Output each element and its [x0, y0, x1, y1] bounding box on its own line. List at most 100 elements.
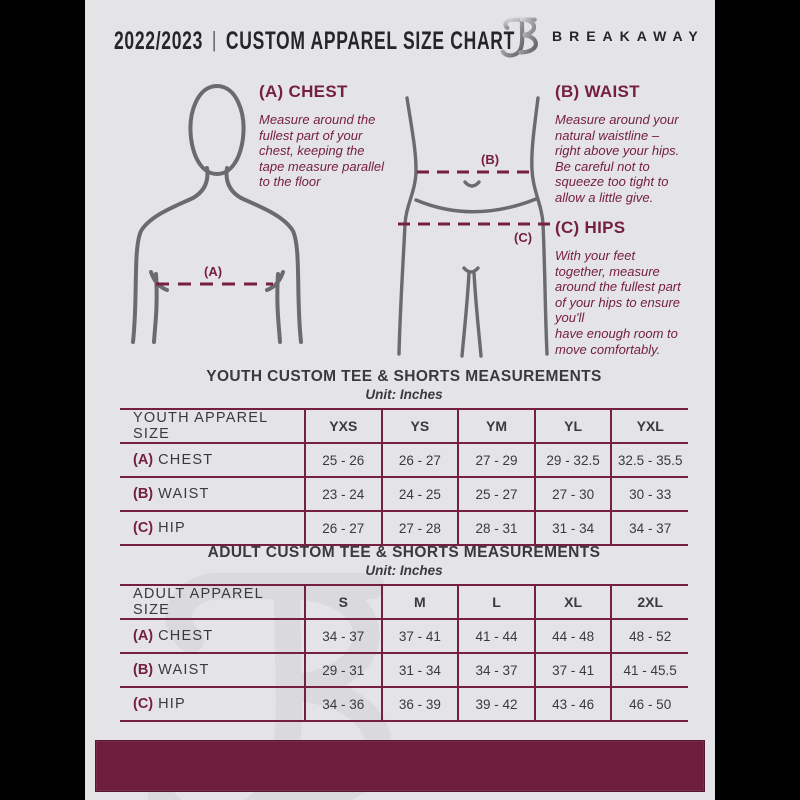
- measurement-value-cell: 43 - 46: [533, 687, 612, 722]
- row-key: (B): [133, 486, 154, 502]
- row-key: (C): [133, 520, 154, 536]
- hips-figure: (B) (C): [397, 96, 552, 358]
- table-header-row: ADULT APPAREL SIZE S M L XL 2XL: [120, 584, 688, 620]
- row-key: (B): [133, 662, 154, 678]
- chest-guide-body: Measure around the fullest part of your …: [259, 112, 385, 190]
- row-key: (C): [133, 696, 154, 712]
- size-label-header: ADULT APPAREL SIZE: [120, 584, 305, 620]
- row-key: (A): [133, 452, 154, 468]
- measurement-value-cell: 34 - 37: [304, 619, 382, 654]
- measurement-value-cell: 29 - 31: [304, 653, 382, 688]
- measurement-row-label: (B) WAIST: [120, 653, 305, 688]
- table-row: (C) HIP 26 - 27 27 - 28 28 - 31 31 - 34 34 - 3…: [120, 511, 688, 546]
- hip-line-label: (C): [514, 230, 532, 245]
- measurement-value-cell: 34 - 37: [457, 653, 535, 688]
- navel-mark: [463, 180, 481, 188]
- table-row: (C) HIP 34 - 36 36 - 39 39 - 42 43 - 46 46 - 5…: [120, 687, 688, 722]
- hips-guide-heading: (C) HIPS: [555, 218, 626, 237]
- chest-guide-heading: (A) CHEST: [259, 82, 348, 101]
- pant-line: [414, 197, 538, 214]
- measurement-value-cell: 26 - 27: [304, 511, 382, 546]
- breakaway-b-logo-icon: [500, 17, 538, 58]
- left-hip-outline: [397, 96, 418, 356]
- measurement-row-label: (A) CHEST: [120, 619, 305, 654]
- measurement-value-cell: 41 - 45.5: [610, 653, 688, 688]
- measurement-value-cell: 32.5 - 35.5: [610, 443, 688, 478]
- measurement-value-cell: 30 - 33: [610, 477, 688, 512]
- measurement-value-cell: 28 - 31: [457, 511, 535, 546]
- left-shoulder-arm: [131, 166, 210, 344]
- page-header: 2022/2023 | CUSTOM APPAREL SIZE CHART: [114, 26, 687, 56]
- right-hip-outline: [530, 96, 549, 356]
- adult-table-title: ADULT CUSTOM TEE & SHORTS MEASUREMENTS: [207, 544, 601, 561]
- size-column-header: L: [457, 584, 535, 620]
- measurement-value-cell: 37 - 41: [533, 653, 612, 688]
- table-row: (B) WAIST 23 - 24 24 - 25 25 - 27 27 - 30 30 -…: [120, 477, 688, 512]
- youth-table-unit: Unit: Inches: [365, 387, 443, 402]
- page-title: CUSTOM APPAREL SIZE CHART: [225, 27, 516, 55]
- measurement-value-cell: 26 - 27: [380, 443, 459, 478]
- measurement-value-cell: 27 - 30: [533, 477, 612, 512]
- hips-guide: (C) HIPS With your feet together, measur…: [555, 218, 707, 357]
- waist-line-label: (B): [481, 152, 499, 167]
- chest-line-label: (A): [204, 264, 222, 279]
- measurement-value-cell: 41 - 44: [457, 619, 535, 654]
- waist-guide-body: Measure around your natural waistline – …: [555, 112, 680, 205]
- measurement-value-cell: 31 - 34: [533, 511, 612, 546]
- measurement-row-label: (C) HIP: [120, 687, 305, 722]
- left-inner-leg: [460, 271, 471, 358]
- measurement-row-label: (B) WAIST: [120, 477, 305, 512]
- adult-table-section: ADULT CUSTOM TEE & SHORTS MEASUREMENTS U…: [120, 544, 688, 722]
- crotch-curve: [462, 266, 480, 274]
- size-chart-page: 2022/2023 | CUSTOM APPAREL SIZE CHART: [85, 0, 715, 800]
- adult-size-table: ADULT APPAREL SIZE S M L XL 2XL (A) CHEST 34 - 3…: [120, 584, 688, 722]
- measurement-value-cell: 23 - 24: [304, 477, 382, 512]
- hips-guide-body: With your feet together, measure around …: [555, 248, 681, 357]
- title-divider: |: [212, 27, 217, 52]
- size-column-header: YXS: [304, 408, 382, 444]
- measurement-value-cell: 29 - 32.5: [533, 443, 612, 478]
- youth-size-table: YOUTH APPAREL SIZE YXS YS YM YL YXL (A) CHEST 25…: [120, 408, 688, 546]
- waist-guide-heading: (B) WAIST: [555, 82, 640, 101]
- youth-table-title: YOUTH CUSTOM TEE & SHORTS MEASUREMENTS: [206, 368, 602, 385]
- measurement-value-cell: 48 - 52: [610, 619, 688, 654]
- right-armpit: [265, 270, 285, 292]
- size-column-header: YXL: [610, 408, 688, 444]
- head-outline: [188, 83, 246, 177]
- measurement-value-cell: 36 - 39: [380, 687, 459, 722]
- measurement-value-cell: 27 - 29: [457, 443, 535, 478]
- measurement-value-cell: 31 - 34: [380, 653, 459, 688]
- measurement-value-cell: 25 - 26: [304, 443, 382, 478]
- size-column-header: 2XL: [610, 584, 688, 620]
- size-column-header: YM: [457, 408, 535, 444]
- measurement-value-cell: 25 - 27: [457, 477, 535, 512]
- measurement-value-cell: 37 - 41: [380, 619, 459, 654]
- measurement-value-cell: 46 - 50: [610, 687, 688, 722]
- measurement-value-cell: 34 - 37: [610, 511, 688, 546]
- brand-block: BREAKAWAY: [500, 14, 705, 58]
- brand-name: BREAKAWAY: [552, 28, 705, 44]
- measurement-value-cell: 39 - 42: [457, 687, 535, 722]
- table-row: (A) CHEST 25 - 26 26 - 27 27 - 29 29 - 32.5 32…: [120, 443, 688, 478]
- row-key: (A): [133, 628, 154, 644]
- size-column-header: M: [380, 584, 459, 620]
- size-column-header: YS: [380, 408, 459, 444]
- size-label-header: YOUTH APPAREL SIZE: [120, 408, 305, 444]
- footer-accent-bar: [95, 740, 705, 792]
- size-column-header: XL: [533, 584, 612, 620]
- right-inner-leg: [472, 271, 483, 358]
- measurement-value-cell: 27 - 28: [380, 511, 459, 546]
- waist-guide: (B) WAIST Measure around your natural wa…: [555, 82, 707, 206]
- table-header-row: YOUTH APPAREL SIZE YXS YS YM YL YXL: [120, 408, 688, 444]
- youth-table-section: YOUTH CUSTOM TEE & SHORTS MEASUREMENTS U…: [120, 368, 688, 546]
- right-shoulder-arm: [224, 166, 303, 344]
- measurement-value-cell: 34 - 36: [304, 687, 382, 722]
- table-row: (B) WAIST 29 - 31 31 - 34 34 - 37 37 - 41 41 -…: [120, 653, 688, 688]
- size-column-header: S: [304, 584, 382, 620]
- title-year: 2022/2023: [114, 27, 204, 55]
- table-row: (A) CHEST 34 - 37 37 - 41 41 - 44 44 - 48 48 -…: [120, 619, 688, 654]
- torso-figure: (A): [131, 83, 303, 344]
- measurement-row-label: (C) HIP: [120, 511, 305, 546]
- measurement-value-cell: 24 - 25: [380, 477, 459, 512]
